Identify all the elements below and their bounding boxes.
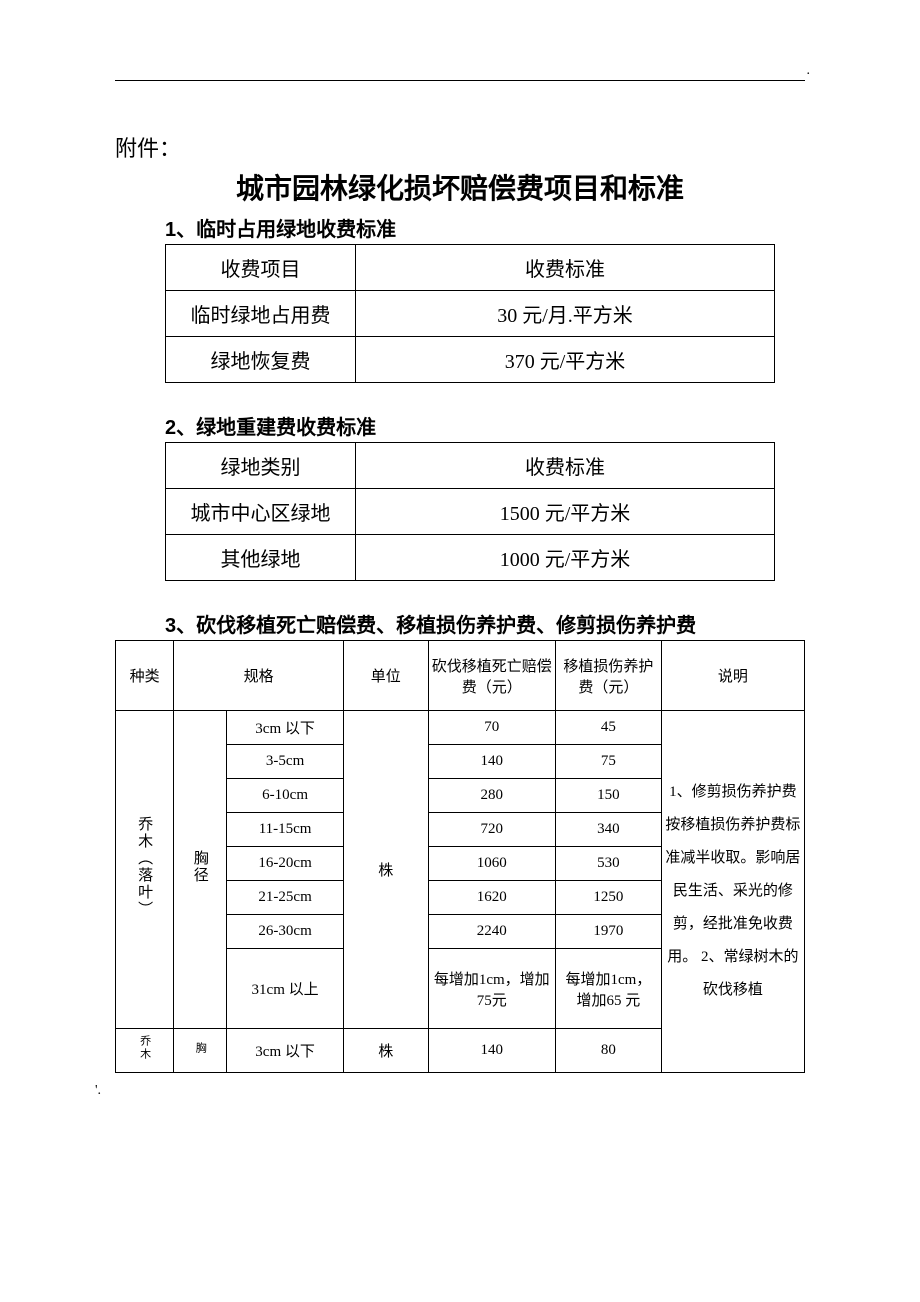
spec-cell: 3cm 以下 (227, 711, 344, 745)
spec-cell: 26-30cm (227, 915, 344, 949)
care-cell: 150 (555, 779, 661, 813)
fee-cell: 280 (428, 779, 555, 813)
table-cell: 临时绿地占用费 (166, 291, 356, 337)
fee-cell: 140 (428, 1029, 555, 1073)
table-1: 收费项目 收费标准 临时绿地占用费 30 元/月.平方米 绿地恢复费 370 元… (165, 244, 775, 383)
spec-cell: 3cm 以下 (227, 1029, 344, 1073)
table-row: 其他绿地 1000 元/平方米 (166, 535, 775, 581)
table-cell: 30 元/月.平方米 (356, 291, 775, 337)
main-title: 城市园林绿化损坏赔偿费项目和标准 (115, 167, 805, 207)
care-cell: 80 (555, 1029, 661, 1073)
table-header-cell: 绿地类别 (166, 443, 356, 489)
care-cell: 1250 (555, 881, 661, 915)
spec-group-cell: 胸径 (174, 711, 227, 1029)
table-row: 乔木（落叶） 胸径 3cm 以下 株 70 45 1、修剪损伤养护费按移植损伤养… (116, 711, 805, 745)
spec-cell: 16-20cm (227, 847, 344, 881)
fee-cell: 每增加1cm，增加 75元 (428, 949, 555, 1029)
table-cell: 城市中心区绿地 (166, 489, 356, 535)
species-label: 乔木（落叶） (134, 816, 155, 918)
fee-cell: 70 (428, 711, 555, 745)
table-row: 绿地恢复费 370 元/平方米 (166, 337, 775, 383)
spec-group-label: 胸 (192, 1042, 208, 1055)
unit-cell: 株 (343, 1029, 428, 1073)
attachment-label: 附件： (115, 131, 805, 163)
care-cell: 530 (555, 847, 661, 881)
fee-cell: 1060 (428, 847, 555, 881)
table-header-cell: 砍伐移植死亡赔偿费（元） (428, 641, 555, 711)
note-cell: 1、修剪损伤养护费按移植损伤养护费标准减半收取。影响居民生活、采光的修剪，经批准… (661, 711, 804, 1073)
unit-cell: 株 (343, 711, 428, 1029)
table-header-cell: 移植损伤养护费（元） (555, 641, 661, 711)
care-cell: 340 (555, 813, 661, 847)
spec-cell: 11-15cm (227, 813, 344, 847)
table-cell: 其他绿地 (166, 535, 356, 581)
table-header-cell: 收费标准 (356, 245, 775, 291)
care-cell: 45 (555, 711, 661, 745)
species-cell: 乔木 (116, 1029, 174, 1073)
table-row: 收费项目 收费标准 (166, 245, 775, 291)
table-cell: 1000 元/平方米 (356, 535, 775, 581)
fee-cell: 2240 (428, 915, 555, 949)
table-row: 绿地类别 收费标准 (166, 443, 775, 489)
fee-cell: 720 (428, 813, 555, 847)
table-row: 临时绿地占用费 30 元/月.平方米 (166, 291, 775, 337)
spec-cell: 3-5cm (227, 745, 344, 779)
table-cell: 绿地恢复费 (166, 337, 356, 383)
section-1-heading: 1、临时占用绿地收费标准 (165, 213, 805, 242)
spec-cell: 31cm 以上 (227, 949, 344, 1029)
table-cell: 1500 元/平方米 (356, 489, 775, 535)
table-cell: 370 元/平方米 (356, 337, 775, 383)
spec-cell: 6-10cm (227, 779, 344, 813)
fee-cell: 140 (428, 745, 555, 779)
table-header-row: 种类 规格 单位 砍伐移植死亡赔偿费（元） 移植损伤养护费（元） 说明 (116, 641, 805, 711)
table-header-cell: 单位 (343, 641, 428, 711)
section-3: 3、砍伐移植死亡赔偿费、移植损伤养护费、修剪损伤养护费 种类 规格 单位 砍伐移… (115, 609, 805, 1073)
table-2: 绿地类别 收费标准 城市中心区绿地 1500 元/平方米 其他绿地 1000 元… (165, 442, 775, 581)
table-header-cell: 规格 (174, 641, 344, 711)
species-cell: 乔木（落叶） (116, 711, 174, 1029)
table-header-cell: 收费项目 (166, 245, 356, 291)
section-3-heading: 3、砍伐移植死亡赔偿费、移植损伤养护费、修剪损伤养护费 (165, 609, 805, 638)
top-horizontal-rule (115, 80, 805, 81)
table-row: 城市中心区绿地 1500 元/平方米 (166, 489, 775, 535)
footer-mark: '. (95, 1083, 805, 1099)
section-1: 1、临时占用绿地收费标准 收费项目 收费标准 临时绿地占用费 30 元/月.平方… (115, 213, 805, 383)
table-header-cell: 收费标准 (356, 443, 775, 489)
spec-group-cell: 胸 (174, 1029, 227, 1073)
table-3: 种类 规格 单位 砍伐移植死亡赔偿费（元） 移植损伤养护费（元） 说明 乔木（落… (115, 640, 805, 1073)
table-header-cell: 说明 (661, 641, 804, 711)
section-2-heading: 2、绿地重建费收费标准 (165, 411, 805, 440)
spec-group-label: 胸径 (190, 850, 211, 884)
care-cell: 1970 (555, 915, 661, 949)
section-2: 2、绿地重建费收费标准 绿地类别 收费标准 城市中心区绿地 1500 元/平方米… (115, 411, 805, 581)
species-label: 乔木 (137, 1035, 153, 1061)
table-header-cell: 种类 (116, 641, 174, 711)
fee-cell: 1620 (428, 881, 555, 915)
care-cell: 每增加1cm，增加65 元 (555, 949, 661, 1029)
care-cell: 75 (555, 745, 661, 779)
spec-cell: 21-25cm (227, 881, 344, 915)
